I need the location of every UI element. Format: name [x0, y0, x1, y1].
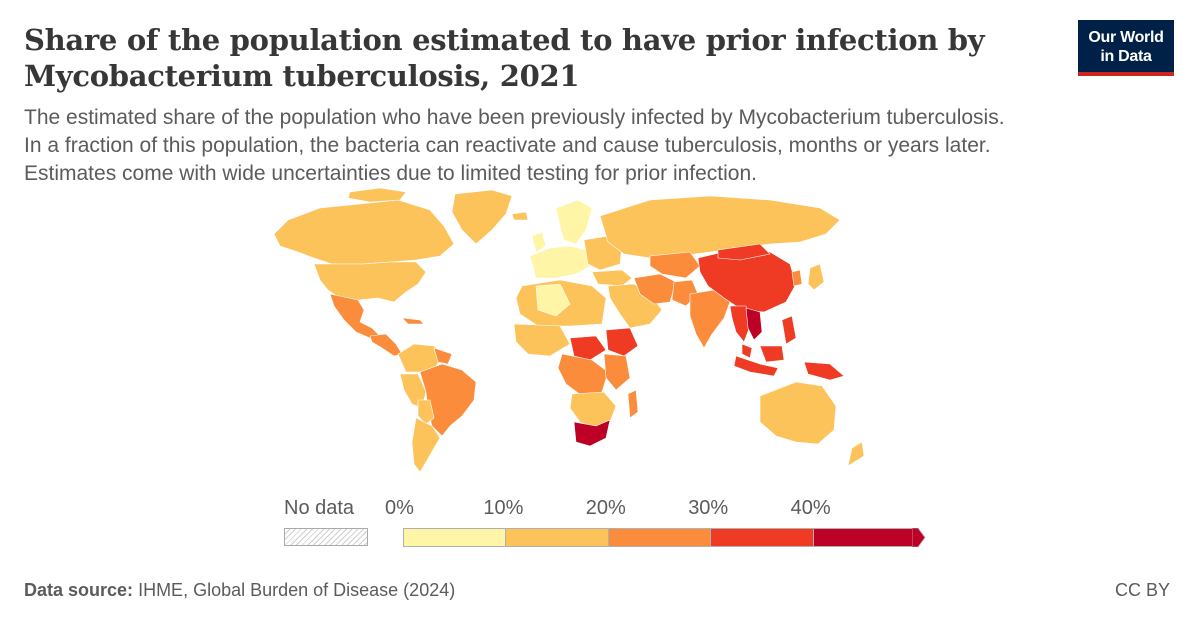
owid-logo[interactable]: Our World in Data [1078, 20, 1174, 76]
legend-bin-2[interactable] [505, 528, 609, 547]
region-philippines[interactable] [781, 315, 797, 345]
region-central-asia[interactable] [649, 251, 701, 279]
subtitle-line-2: In a fraction of this population, the ba… [24, 134, 991, 157]
legend-tick-label: 0% [385, 497, 414, 519]
chart-subtitle: The estimated share of the population wh… [24, 104, 1174, 188]
region-caribbean[interactable] [401, 317, 425, 325]
region-ethiopia[interactable] [605, 327, 639, 357]
legend-bin-1[interactable] [403, 528, 507, 547]
legend-tick-label: 10% [483, 497, 524, 519]
region-vietnam-cambodia[interactable] [745, 307, 763, 341]
legend-tick-label: 40% [790, 497, 831, 519]
subtitle-line-1: The estimated share of the population wh… [24, 106, 1005, 129]
region-algeria[interactable] [535, 283, 571, 317]
legend-tick-label: 30% [688, 497, 729, 519]
legend-bin-5[interactable] [812, 528, 915, 547]
region-malaysia[interactable] [741, 343, 753, 359]
region-east-africa[interactable] [603, 353, 631, 391]
region-central-africa[interactable] [569, 335, 607, 361]
region-indonesia-west[interactable] [733, 355, 779, 377]
region-south-africa[interactable] [573, 419, 611, 447]
region-russia[interactable] [599, 195, 841, 259]
legend-no-data-label: No data [284, 497, 355, 519]
legend-bin-4[interactable] [710, 528, 814, 547]
region-mongolia[interactable] [717, 243, 771, 261]
region-western-europe[interactable] [529, 245, 591, 279]
region-india[interactable] [689, 289, 731, 349]
region-central-america[interactable] [369, 333, 403, 357]
region-canada-islands[interactable] [347, 187, 407, 203]
region-uk[interactable] [531, 231, 547, 253]
region-japan[interactable] [807, 263, 825, 291]
subtitle-line-3: Estimates come with wide uncertainties d… [24, 162, 758, 185]
legend-tick-label: 20% [585, 497, 626, 519]
region-iceland[interactable] [511, 211, 529, 221]
chart-title: Share of the population estimated to hav… [24, 23, 985, 93]
region-southern-cone[interactable] [411, 417, 441, 473]
region-canada[interactable] [273, 199, 455, 265]
region-australia[interactable] [759, 381, 837, 445]
data-source-label: Data source: [24, 580, 134, 600]
region-iran[interactable] [633, 273, 677, 305]
region-west-africa[interactable] [513, 323, 571, 357]
logo-line-2: in Data [1100, 48, 1152, 65]
region-usa[interactable] [313, 261, 427, 303]
region-indonesia-borneo[interactable] [759, 345, 785, 363]
region-korea[interactable] [791, 269, 803, 287]
region-turkey[interactable] [591, 269, 633, 287]
legend-no-data-swatch[interactable] [284, 528, 368, 546]
logo-line-1: Our World [1088, 29, 1164, 46]
legend-open-end-arrow [912, 528, 926, 547]
legend-bin-3[interactable] [607, 528, 712, 547]
region-scandinavia[interactable] [555, 199, 593, 245]
world-map [273, 187, 865, 473]
region-madagascar[interactable] [627, 389, 639, 419]
region-congo-basin[interactable] [557, 353, 609, 397]
region-greenland[interactable] [451, 189, 513, 245]
data-source: Data source: IHME, Global Burden of Dise… [24, 580, 455, 601]
region-mexico[interactable] [329, 293, 381, 339]
region-myanmar-thailand[interactable] [729, 305, 751, 343]
region-new-guinea[interactable] [803, 361, 845, 381]
region-bolivia[interactable] [417, 399, 435, 425]
region-guianas[interactable] [433, 347, 453, 365]
region-new-zealand[interactable] [847, 441, 865, 467]
license[interactable]: CC BY [1114, 580, 1170, 600]
data-source-text[interactable]: IHME, Global Burden of Disease (2024) [138, 580, 456, 600]
